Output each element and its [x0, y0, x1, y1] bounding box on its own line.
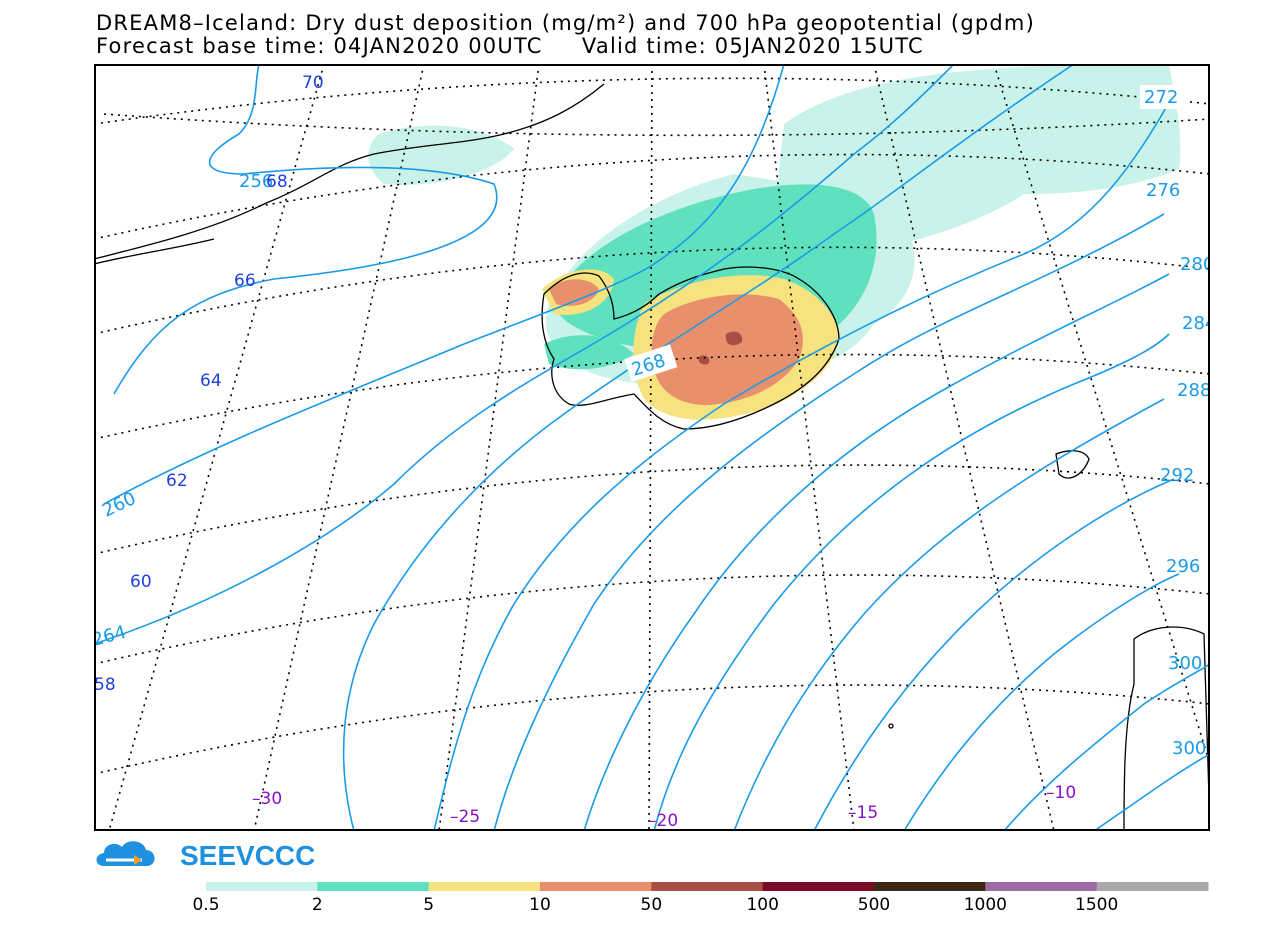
contour-label: 280 [1180, 254, 1210, 275]
latitude-label: 68 [266, 172, 288, 192]
map-subtitle: Forecast base time: 04JAN2020 00UTC Vali… [96, 34, 924, 58]
latitude-label: 70 [302, 73, 324, 93]
longitude-label: –25 [450, 807, 480, 827]
contour-label: 276 [1146, 180, 1180, 201]
legend-tick-label: 0.5 [192, 895, 219, 915]
coastlines [94, 83, 1210, 831]
contour-label: 300 [1168, 653, 1202, 674]
contour-label: 260 [99, 488, 139, 522]
color-legend: 0.5 2 5 10 50 100 500 1000 1500 [192, 882, 1209, 915]
dust-level-50 [725, 331, 743, 346]
map-frame [94, 64, 1210, 831]
dust-deposition-shading [368, 64, 1181, 420]
latitude-label: 60 [130, 572, 152, 592]
map-title: DREAM8–Iceland: Dry dust deposition (mg/… [96, 11, 1035, 35]
longitude-label: –30 [252, 789, 282, 809]
dust-level-10 [549, 279, 599, 306]
iceland-coastline [541, 266, 840, 430]
legend-color-swatch [206, 882, 318, 891]
seevccc-logo: SEEVCCC [96, 840, 314, 871]
dust-level-50 [698, 355, 710, 365]
legend-color-swatch [1096, 882, 1209, 891]
legend-tick-label: 1000 [964, 895, 1007, 915]
longitude-label: –10 [1046, 783, 1076, 803]
contour-label: 292 [1160, 465, 1194, 486]
contour-label: 288 [1177, 380, 1210, 401]
longitude-label: –20 [648, 811, 678, 831]
legend-tick-label: 2 [312, 895, 323, 915]
contour-label: 296 [1166, 556, 1200, 577]
latitude-label: 64 [200, 371, 222, 391]
contour-label: 300 [1172, 738, 1206, 759]
cloud-logo-icon [96, 841, 155, 866]
legend-color-swatch [651, 882, 764, 891]
legend-tick-label: 10 [529, 895, 551, 915]
legend-color-swatch [762, 882, 875, 891]
legend-tick-label: 50 [641, 895, 663, 915]
latitude-labels: 70 68 66 64 62 60 58 [94, 73, 324, 695]
legend-color-swatch [985, 882, 1098, 891]
legend-color-swatch [874, 882, 986, 891]
dust-level-2 [544, 335, 634, 370]
forecast-map: 256260264268272276280284288292296300300 … [94, 64, 1210, 831]
contour-label: 264 [94, 622, 128, 651]
dust-level-10 [651, 294, 803, 405]
contour-label: 284 [1182, 313, 1210, 334]
geopotential-contours [94, 64, 1210, 831]
legend-tick-label: 1500 [1075, 895, 1118, 915]
dust-level-0-5 [368, 125, 514, 185]
contour-label: 256 [239, 171, 273, 192]
legend-color-swatch [540, 882, 652, 891]
contour-label-bg [624, 344, 678, 382]
graticule [94, 64, 1210, 831]
latitude-label: 66 [234, 271, 256, 291]
legend-tick-label: 500 [858, 895, 890, 915]
longitude-labels: –30 –25 –20 –15 –10 [252, 783, 1076, 831]
latitude-label: 62 [166, 471, 188, 491]
longitude-label: –15 [848, 803, 878, 823]
logo-text: SEEVCCC [180, 840, 314, 871]
contour-label-bg [1140, 85, 1188, 109]
legend-tick-label: 5 [423, 895, 434, 915]
legend-tick-label: 100 [746, 895, 778, 915]
legend-color-swatch [428, 882, 541, 891]
legend-color-swatch [317, 882, 430, 891]
contour-label: 272 [1144, 87, 1178, 108]
latitude-label: 58 [94, 675, 116, 695]
